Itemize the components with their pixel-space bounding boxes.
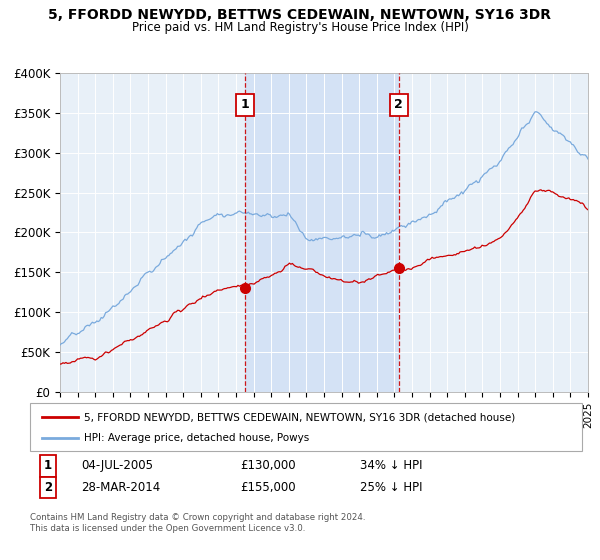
Text: 04-JUL-2005: 04-JUL-2005 (81, 459, 153, 473)
Text: 2: 2 (44, 480, 52, 494)
Text: 28-MAR-2014: 28-MAR-2014 (81, 480, 160, 494)
Text: Price paid vs. HM Land Registry's House Price Index (HPI): Price paid vs. HM Land Registry's House … (131, 21, 469, 34)
Text: 5, FFORDD NEWYDD, BETTWS CEDEWAIN, NEWTOWN, SY16 3DR: 5, FFORDD NEWYDD, BETTWS CEDEWAIN, NEWTO… (49, 8, 551, 22)
Text: 1: 1 (44, 459, 52, 473)
Text: £155,000: £155,000 (240, 480, 296, 494)
Text: Contains HM Land Registry data © Crown copyright and database right 2024.: Contains HM Land Registry data © Crown c… (30, 513, 365, 522)
Text: 1: 1 (241, 98, 249, 111)
Text: 5, FFORDD NEWYDD, BETTWS CEDEWAIN, NEWTOWN, SY16 3DR (detached house): 5, FFORDD NEWYDD, BETTWS CEDEWAIN, NEWTO… (84, 412, 515, 422)
Text: 34% ↓ HPI: 34% ↓ HPI (360, 459, 422, 473)
Text: 2: 2 (394, 98, 403, 111)
Bar (245, 73, 399, 392)
Text: This data is licensed under the Open Government Licence v3.0.: This data is licensed under the Open Gov… (30, 524, 305, 533)
Text: HPI: Average price, detached house, Powys: HPI: Average price, detached house, Powy… (84, 433, 309, 443)
Text: 25% ↓ HPI: 25% ↓ HPI (360, 480, 422, 494)
Text: £130,000: £130,000 (240, 459, 296, 473)
